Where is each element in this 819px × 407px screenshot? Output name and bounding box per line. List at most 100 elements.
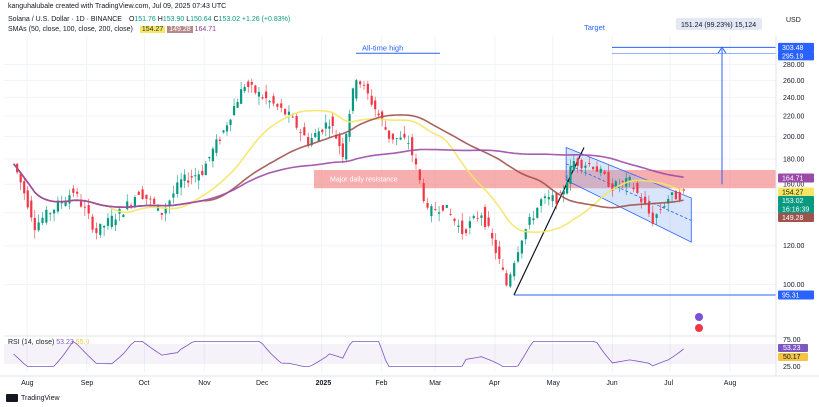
candle-body (584, 165, 587, 168)
candle-body (99, 223, 102, 235)
candle-body (126, 201, 129, 210)
x-tick-label: 2025 (316, 380, 332, 387)
candle-body (528, 216, 531, 225)
candle-body (453, 218, 456, 222)
candle-body (257, 91, 261, 97)
candle-body (670, 192, 674, 196)
tradingview-footer: TradingView (6, 394, 60, 402)
high-value: 153.90 (162, 16, 185, 23)
candle-body (37, 222, 40, 231)
candle-body (91, 216, 94, 230)
target-info-box (676, 18, 762, 30)
candle-body (449, 213, 452, 215)
candle-body (254, 85, 257, 93)
candle-body (204, 163, 207, 176)
candle-body (498, 246, 501, 259)
candle-body (480, 215, 483, 218)
candle-body (494, 239, 497, 254)
y-tick-label: 200.00 (783, 134, 805, 141)
channel-midline (565, 163, 692, 221)
candle-body (160, 213, 163, 215)
candle-body (172, 193, 175, 198)
candle-body (176, 182, 179, 195)
y-tick-label: 240.00 (783, 95, 805, 102)
candle-body (391, 133, 394, 140)
candle-body (551, 195, 554, 202)
candle-body (403, 133, 406, 138)
candle-body (441, 205, 445, 211)
candle-body (366, 83, 369, 94)
candle-body (501, 267, 504, 270)
candle-body (19, 173, 22, 183)
candle-body (614, 181, 617, 188)
candle-body (636, 182, 639, 194)
sma50-value: 154.27 (139, 26, 166, 33)
candle-body (201, 170, 204, 175)
candle-body (265, 91, 268, 99)
rsi-ma-value: 55.0 (75, 339, 90, 346)
candle-body (334, 134, 338, 139)
rsi-tag-box (778, 353, 808, 361)
candle-body (280, 103, 283, 108)
candle-body (487, 217, 490, 226)
y-tick-label: 180.00 (783, 157, 805, 164)
candle-body (110, 215, 113, 227)
x-tick-label: Jun (606, 380, 617, 387)
candle-body (374, 100, 377, 110)
candle-body (243, 86, 246, 92)
brand-label: TradingView (21, 394, 60, 402)
candle-body (509, 274, 512, 287)
price-tag-label: 303.48 (782, 45, 804, 52)
candle-body (461, 220, 464, 235)
sma-label: SMAs (50, close, 100, close, 200, close) (8, 26, 133, 33)
candle-body (299, 131, 302, 133)
rsi-legend: RSI (14, close) 53.23 55.0 (8, 339, 89, 346)
candle-body (218, 139, 222, 141)
candle-body (647, 202, 651, 214)
candle-body (643, 196, 647, 205)
candle-body (595, 166, 599, 172)
candle-body (562, 190, 565, 195)
candle-body (317, 131, 320, 142)
tradingview-logo-icon (6, 394, 18, 402)
candle-body (122, 214, 125, 218)
candle-body (437, 212, 441, 214)
x-tick-label: Dec (256, 380, 269, 387)
price-tag-label: 154.27 (782, 189, 804, 196)
candle-body (351, 88, 355, 111)
x-tick-label: Nov (198, 380, 211, 387)
candle-body (513, 263, 516, 277)
creator-line: kanguhalubale created with TradingView.c… (8, 3, 226, 10)
change-value: +1.26 (+0.83%) (241, 16, 291, 23)
x-tick-label: Aug (724, 380, 737, 387)
candle-body (222, 130, 225, 133)
rsi-axis-label: 50.17 (783, 354, 801, 361)
candle-body (68, 195, 71, 204)
candle-body (183, 174, 186, 181)
low-value: 150.64 (190, 16, 212, 23)
x-tick-label: Mar (429, 380, 442, 387)
candle-body (49, 213, 52, 215)
price-tag-box (778, 195, 814, 205)
price-tag-box (778, 51, 814, 61)
price-tag-label: 164.71 (782, 175, 804, 182)
candle-body (225, 125, 229, 132)
y-tick-label: 220.00 (783, 114, 805, 121)
candle-body (345, 133, 348, 160)
candle-body (141, 189, 144, 199)
candle-body (190, 176, 193, 178)
candle-body (678, 192, 681, 200)
candle-body (651, 212, 654, 224)
candle-body (338, 134, 341, 147)
candle-body (52, 209, 56, 214)
candle-body (468, 221, 471, 228)
candle-body (632, 187, 635, 190)
candle-body (580, 159, 583, 169)
x-tick-label: Sep (81, 380, 94, 387)
candle-body (434, 209, 437, 211)
candle-body (621, 180, 624, 182)
price-tag-label: 149.28 (782, 215, 804, 222)
candle-body (576, 158, 579, 166)
candle-body (95, 228, 98, 234)
